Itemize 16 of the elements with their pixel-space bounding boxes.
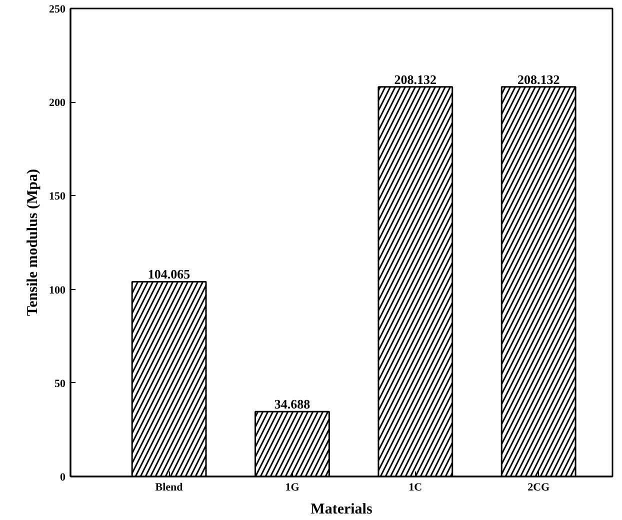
y-tick-label: 200 xyxy=(49,97,66,110)
data-label: 34.688 xyxy=(274,396,311,412)
y-tick-label: 0 xyxy=(60,472,66,484)
y-tick-label: 250 xyxy=(49,4,66,16)
x-tick-label: Blend xyxy=(155,482,183,494)
x-tick-label: 1G xyxy=(285,482,300,494)
y-tick-label: 100 xyxy=(49,284,66,296)
y-tick-label: 50 xyxy=(54,378,66,390)
data-label: 208.132 xyxy=(394,72,437,87)
data-label: 104.065 xyxy=(148,266,191,282)
data-label: 208.132 xyxy=(517,72,560,87)
x-tick-label: 2CG xyxy=(528,482,550,494)
x-axis-title: Materials xyxy=(310,502,372,518)
x-tick-label: 1C xyxy=(408,482,422,494)
y-tick-label: 150 xyxy=(49,190,66,203)
y-axis-title: Tensile modulus (Mpa) xyxy=(25,169,41,316)
